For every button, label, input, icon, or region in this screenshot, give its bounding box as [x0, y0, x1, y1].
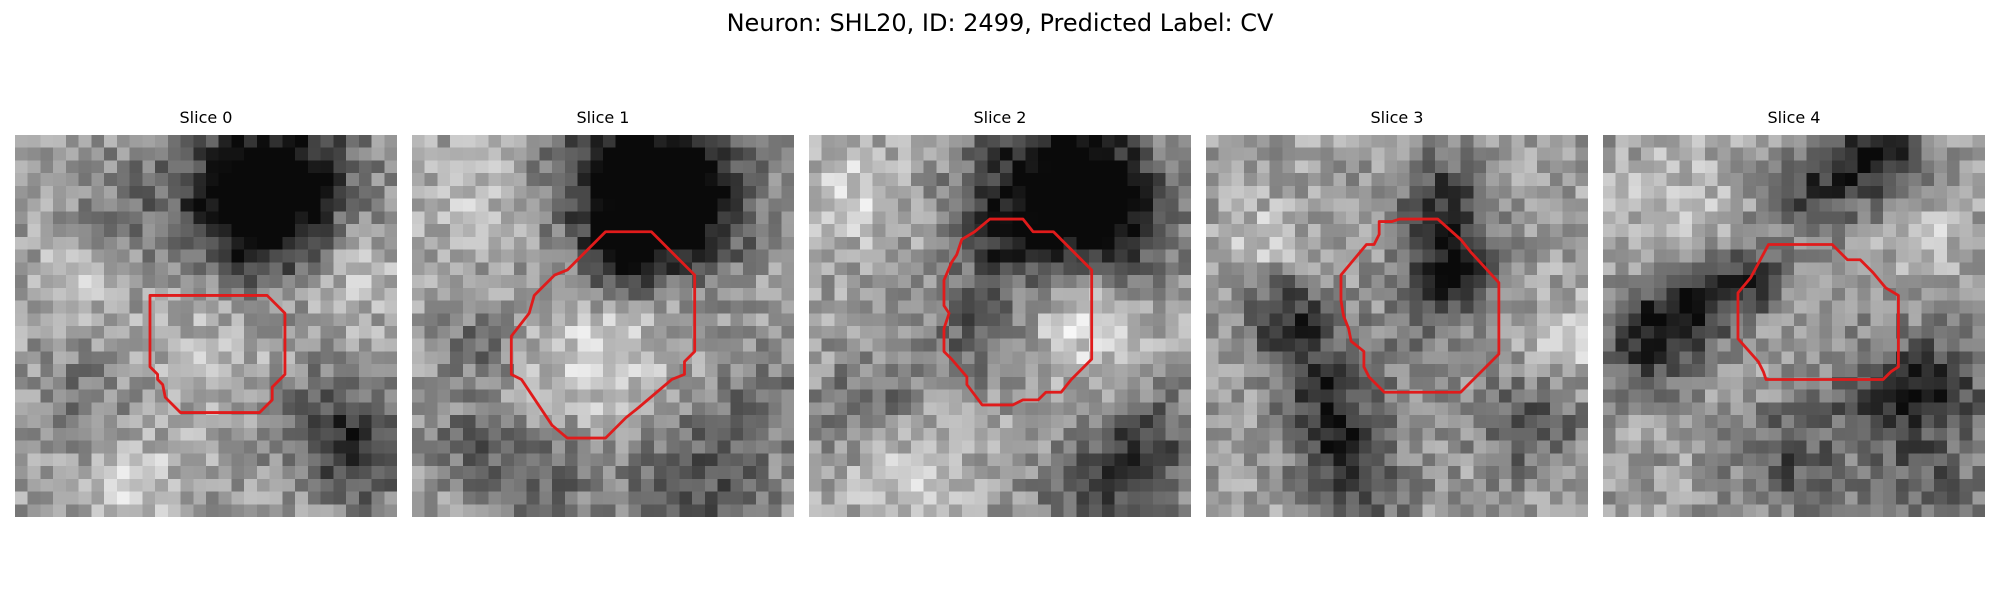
slice-panel-0: Slice 0 [15, 108, 397, 517]
slice-panel-3: Slice 3 [1206, 108, 1588, 517]
roi-outline-2 [942, 217, 1094, 407]
figure-title: Neuron: SHL20, ID: 2499, Predicted Label… [726, 9, 1274, 37]
slice-title-2: Slice 2 [973, 108, 1027, 127]
slice-panel-4: Slice 4 [1603, 108, 1985, 517]
slice-title-1: Slice 1 [576, 108, 630, 127]
roi-outline-0 [148, 294, 287, 414]
slice-title-0: Slice 0 [179, 108, 233, 127]
slice-panel-1: Slice 1 [412, 108, 794, 517]
roi-outline-1 [509, 230, 697, 440]
slice-panel-2: Slice 2 [809, 108, 1191, 517]
roi-outline-4 [1736, 243, 1900, 381]
slice-image-2 [809, 135, 1191, 517]
slice-title-3: Slice 3 [1370, 108, 1424, 127]
slice-image-1 [412, 135, 794, 517]
roi-outline-3 [1339, 217, 1501, 394]
slice-image-0 [15, 135, 397, 517]
slice-image-4 [1603, 135, 1985, 517]
slice-title-4: Slice 4 [1767, 108, 1821, 127]
slice-image-3 [1206, 135, 1588, 517]
